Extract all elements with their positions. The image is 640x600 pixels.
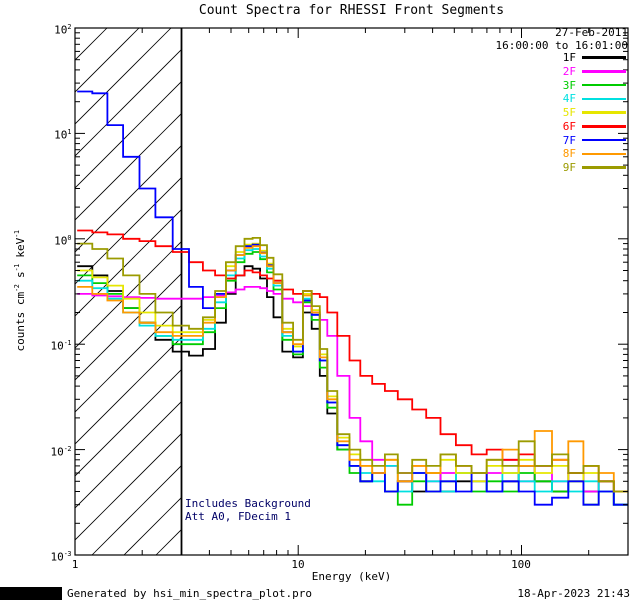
series-7F [77,90,628,506]
legend-entry-7F: 7F [563,134,626,147]
footer-timestamp: 18-Apr-2023 21:43 [517,587,630,600]
legend-entry-6F: 6F [563,120,626,133]
x-tick-label: 1 [71,558,79,571]
legend-entry-9F: 9F [563,161,626,174]
y-tick-label: 101 [54,128,71,142]
footer-black-bar [0,587,62,600]
legend-entry-8F: 8F [563,147,626,160]
hatch-region [75,28,182,555]
series-2F [77,286,628,493]
x-tick-label: 100 [511,558,531,571]
legend-entry-3F: 3F [563,79,626,92]
series-5F [77,242,628,493]
legend-label: 8F [562,147,576,161]
legend-line-swatch [582,56,626,59]
legend-label: 9F [562,161,576,174]
legend-entry-1F: 1F [563,51,626,64]
plot-frame [74,27,629,556]
legend-entry-2F: 2F [563,65,626,78]
series-6F [77,229,628,493]
legend-label: 6F [562,119,576,133]
legend-label: 1F [562,51,576,64]
observation-date: 27-Feb-2011 [555,26,628,39]
y-tick-label: 100 [54,234,71,248]
x-axis-title: Energy (keV) [311,570,392,583]
series-9F [77,237,628,493]
x-tick-label: 10 [291,558,305,571]
legend-line-swatch [582,166,626,169]
observation-time-range: 16:00:00 to 16:01:00 [495,39,628,52]
legend-line-swatch [582,138,626,142]
annotation-includes-background: Includes Background [185,497,311,510]
legend-label: 7F [562,133,576,147]
axis-ticks [74,27,628,556]
legend-entry-5F: 5F [563,106,626,119]
y-tick-label: 10-2 [50,445,72,459]
legend-line-swatch [582,97,626,101]
legend-line-swatch [582,83,626,87]
legend-label: 5F [562,106,576,119]
plot-title: Count Spectra for RHESSI Front Segments [198,3,505,18]
legend-entry-4F: 4F [563,92,626,105]
legend-line-swatch [582,125,626,128]
spectra-series [77,90,628,506]
annotation-attenuator-state: Att A0, FDecim 1 [185,510,291,523]
legend-label: 4F [562,92,576,106]
legend-line-swatch [582,152,626,156]
legend-label: 3F [562,78,576,92]
y-axis-title: counts cm-2 s-1 keV-1 [13,230,27,352]
y-tick-label: 10-1 [50,339,72,353]
series-1F [77,265,628,506]
legend-line-swatch [582,70,626,73]
legend-line-swatch [582,111,626,114]
legend-label: 2F [562,64,576,78]
footer-generator-label: Generated by hsi_min_spectra_plot.pro [67,587,313,600]
y-tick-label: 10-3 [50,550,72,564]
y-tick-label: 102 [54,23,71,37]
